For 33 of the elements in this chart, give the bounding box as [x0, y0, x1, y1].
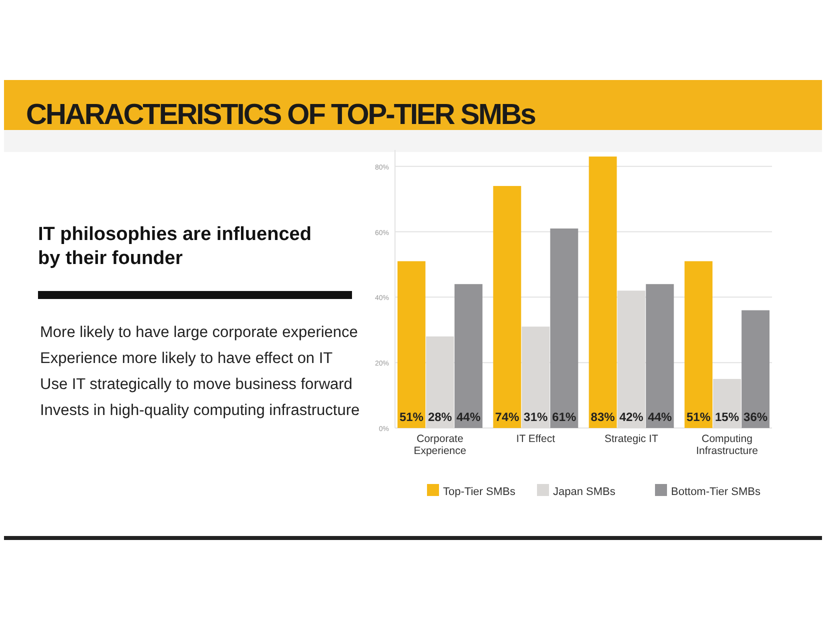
data-label: 51%	[686, 410, 711, 424]
text: Use IT strategically to move business forward	[40, 376, 352, 393]
text: IT philosophies are influenced by their founder	[38, 224, 312, 269]
text: Invests in high-quality computing infrastructure	[40, 402, 360, 419]
text: More likely to have large corporate experience	[40, 324, 358, 341]
data-label: 42%	[619, 410, 644, 424]
x-tick-label: Computing Infrastructure	[696, 433, 758, 457]
bar	[684, 261, 712, 428]
data-label: 44%	[648, 410, 672, 424]
data-label: 61%	[552, 410, 577, 424]
bar	[550, 228, 578, 428]
bar	[454, 284, 482, 428]
bar	[742, 310, 770, 428]
data-label: 44%	[456, 410, 481, 424]
data-label: 28%	[428, 410, 452, 424]
data-label: 74%	[495, 410, 520, 424]
chart-title: CHARACTERISTICS OF TOP-TIER SMBs	[26, 99, 536, 131]
bar	[646, 284, 674, 428]
legend-label: Japan SMBs	[553, 486, 616, 498]
data-label: 83%	[590, 410, 616, 424]
data-label: 36%	[744, 410, 768, 424]
legend-label: Bottom-Tier SMBs	[671, 486, 761, 498]
data-label: 15%	[715, 410, 740, 424]
bar	[588, 156, 617, 428]
data-label: 51%	[399, 410, 424, 424]
bar	[397, 261, 426, 428]
bar	[493, 186, 522, 428]
x-tick-label: IT Effect	[516, 433, 556, 445]
text: Experience more likely to have effect on IT	[40, 350, 334, 367]
legend-label: Top-Tier SMBs	[443, 486, 516, 498]
x-tick-label: Strategic IT	[604, 433, 659, 445]
data-label: 31%	[524, 410, 548, 424]
x-tick-label: Corporate Experience	[414, 433, 466, 457]
